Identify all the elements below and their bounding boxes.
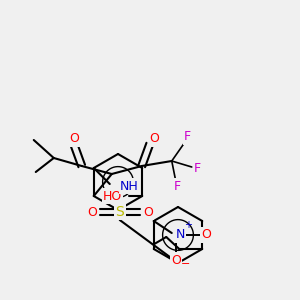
Text: S: S — [116, 205, 124, 219]
Text: O: O — [87, 206, 97, 218]
Text: O: O — [143, 206, 153, 218]
Text: O: O — [171, 254, 181, 266]
Text: O: O — [201, 229, 211, 242]
Text: −: − — [181, 259, 190, 269]
Text: O: O — [69, 133, 79, 146]
Text: +: + — [184, 220, 192, 230]
Text: F: F — [184, 130, 191, 143]
Text: O: O — [149, 133, 159, 146]
Text: F: F — [174, 179, 181, 193]
Text: F: F — [194, 161, 201, 175]
Text: HO: HO — [103, 190, 122, 202]
Text: NH: NH — [120, 179, 139, 193]
Text: N: N — [176, 229, 185, 242]
